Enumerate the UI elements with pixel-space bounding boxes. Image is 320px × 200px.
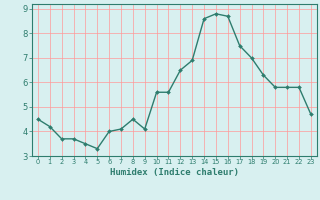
X-axis label: Humidex (Indice chaleur): Humidex (Indice chaleur) — [110, 168, 239, 177]
